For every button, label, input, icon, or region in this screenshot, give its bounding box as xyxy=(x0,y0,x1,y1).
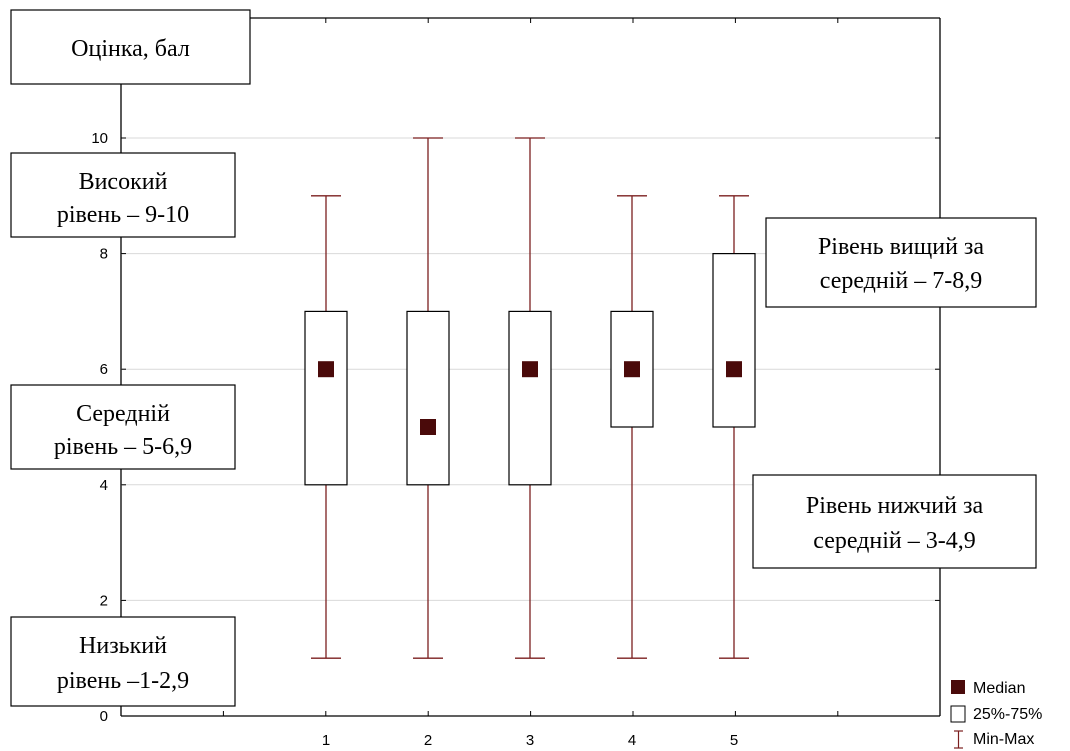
ylabel-box: Оцінка, бал xyxy=(10,9,251,85)
boxplot-group-1 xyxy=(304,195,348,659)
legend: Median 25%-75% Min-Max xyxy=(950,680,1042,749)
annotation-below-average-level: Рівень нижчий за середній – 3-4,9 xyxy=(752,474,1037,569)
median-marker-1 xyxy=(318,361,334,378)
annotation-high-line1: Високий xyxy=(79,169,168,195)
annotation-above-average-level: Рівень вищий за середній – 7-8,9 xyxy=(765,217,1037,308)
annotation-average-line1: Середній xyxy=(76,401,170,427)
boxplot-group-4 xyxy=(610,195,654,659)
annotation-below-line2: середній – 3-4,9 xyxy=(813,528,976,554)
annotation-low-line2: рівень –1-2,9 xyxy=(57,668,189,694)
legend-box-swatch xyxy=(950,705,966,723)
iqr-box-2 xyxy=(406,310,450,486)
annotation-below-line1: Рівень нижчий за xyxy=(806,493,984,519)
y-tick-label-2: 2 xyxy=(100,592,108,609)
x-tick-label-2: 2 xyxy=(424,732,432,749)
boxplot-group-5 xyxy=(712,195,756,659)
legend-median-label: Median xyxy=(973,680,1025,697)
y-tick-label-0: 0 xyxy=(100,708,108,725)
iqr-box-3 xyxy=(508,310,552,486)
y-tick-label-6: 6 xyxy=(100,361,108,378)
boxplot-group-3 xyxy=(508,137,552,659)
median-marker-3 xyxy=(522,361,538,378)
legend-box-label: 25%-75% xyxy=(973,706,1042,723)
median-marker-5 xyxy=(726,361,742,378)
annotation-low-level: Низький рівень –1-2,9 xyxy=(10,616,236,707)
median-marker-4 xyxy=(624,361,640,378)
x-tick-label-3: 3 xyxy=(526,732,534,749)
x-tick-label-4: 4 xyxy=(628,732,636,749)
y-axis-label: Оцінка, бал xyxy=(71,36,190,62)
x-tick-label-1: 1 xyxy=(322,732,330,749)
legend-whisker-label: Min-Max xyxy=(973,731,1034,748)
boxplot-group-2 xyxy=(406,137,450,659)
iqr-box-5 xyxy=(712,253,756,428)
annotation-high-line2: рівень – 9-10 xyxy=(57,202,189,228)
y-tick-label-4: 4 xyxy=(100,477,108,494)
legend-median-swatch xyxy=(951,680,965,694)
y-tick-label-10: 10 xyxy=(91,130,108,147)
legend-whisker-swatch xyxy=(954,730,963,749)
annotation-average-line2: рівень – 5-6,9 xyxy=(54,434,192,460)
median-marker-2 xyxy=(420,419,436,435)
annotation-above-line1: Рівень вищий за xyxy=(818,234,984,260)
annotation-low-line1: Низький xyxy=(79,633,167,659)
iqr-box-1 xyxy=(304,310,348,486)
annotation-high-level: Високий рівень – 9-10 xyxy=(10,152,236,238)
annotation-above-line2: середній – 7-8,9 xyxy=(820,268,983,294)
x-tick-label-5: 5 xyxy=(730,732,738,749)
annotation-average-level: Середній рівень – 5-6,9 xyxy=(10,384,236,470)
y-tick-label-8: 8 xyxy=(100,246,108,263)
boxplot-series xyxy=(304,137,756,659)
